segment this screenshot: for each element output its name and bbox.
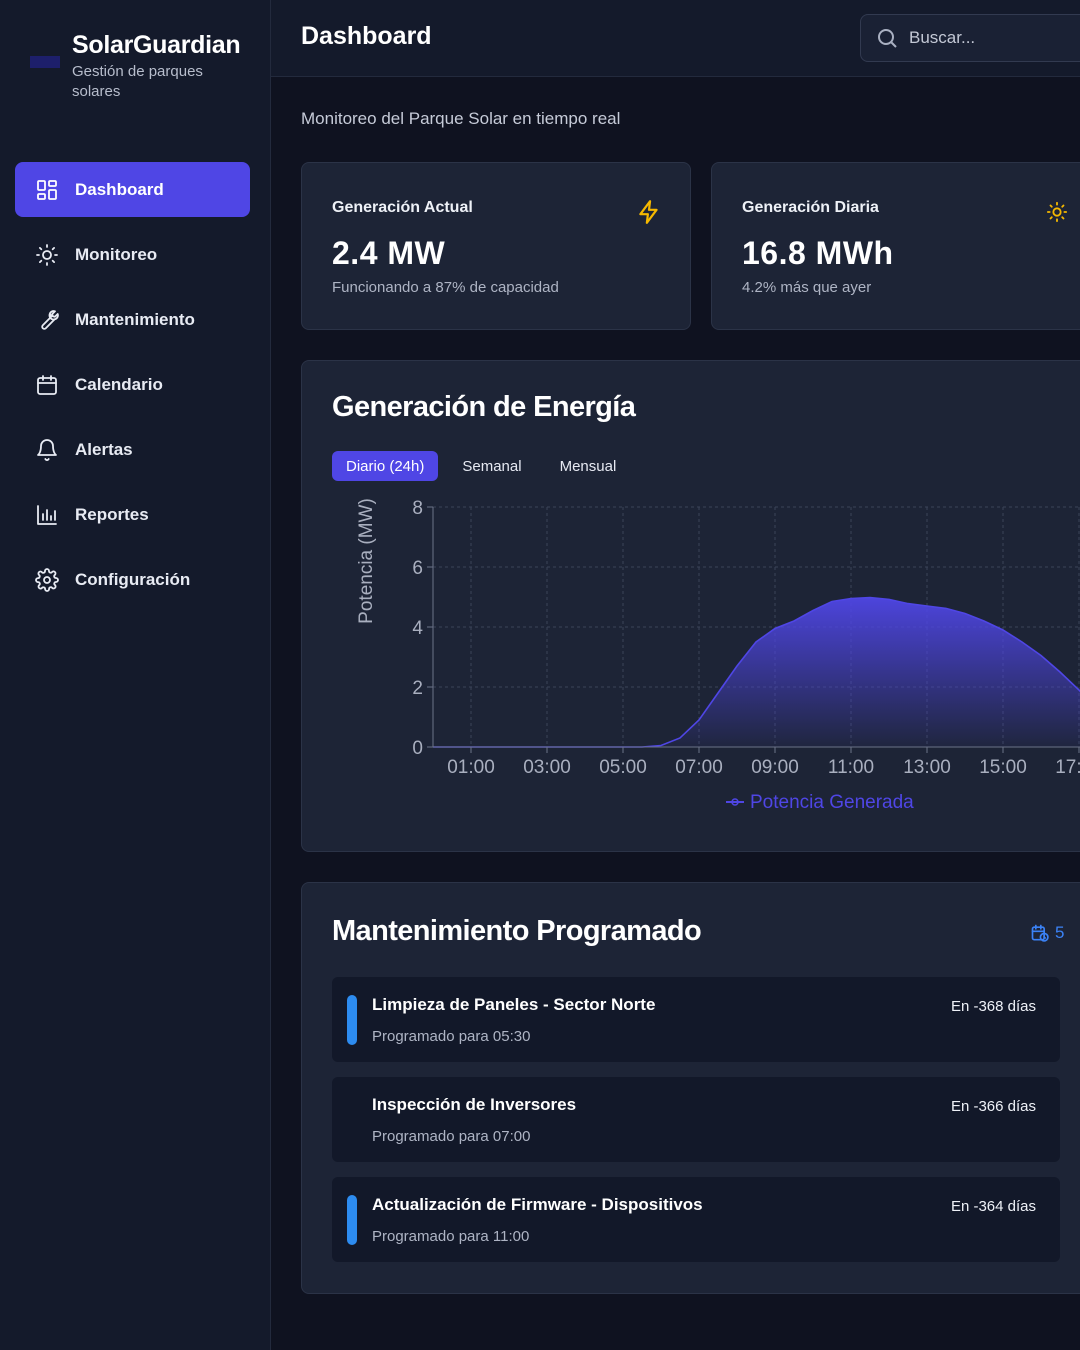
maintenance-card: Mantenimiento Programado 5 Limpieza de P… xyxy=(301,882,1080,1294)
stat-card-generacion-diaria: Generación Diaria 16.8 MWh 4.2% más que … xyxy=(711,162,1080,330)
energy-chart-card: Generación de Energía Diario (24h) Seman… xyxy=(301,360,1080,852)
sidebar-item-label: Reportes xyxy=(75,504,149,524)
tab-mensual[interactable]: Mensual xyxy=(559,457,617,475)
maintenance-count-badge[interactable]: 5 xyxy=(1030,923,1064,943)
gear-icon xyxy=(35,567,59,592)
y-tick-label: 8 xyxy=(412,498,423,519)
x-tick-label: 07:00 xyxy=(675,757,723,778)
calendar-clock-icon xyxy=(1031,924,1049,942)
sidebar-item-label: Alertas xyxy=(75,439,133,459)
sun-icon xyxy=(1046,201,1068,223)
top-header: Dashboard xyxy=(271,0,1080,77)
tab-diario[interactable]: Diario (24h) xyxy=(332,451,439,481)
sidebar-item-reportes[interactable]: Reportes xyxy=(15,487,250,542)
maintenance-item-schedule: Programado para 07:00 xyxy=(372,1128,531,1145)
search-box[interactable] xyxy=(860,14,1080,62)
sidebar-item-label: Calendario xyxy=(75,374,163,394)
area-fill xyxy=(433,597,1080,747)
period-tabs: Diario (24h) Semanal Mensual xyxy=(332,451,640,481)
x-tick-label: 03:00 xyxy=(523,757,571,778)
page-title: Dashboard xyxy=(301,22,432,50)
maintenance-item-schedule: Programado para 05:30 xyxy=(372,1028,531,1045)
y-tick-label: 6 xyxy=(412,558,423,579)
search-input[interactable] xyxy=(909,28,1080,48)
sidebar-nav: Dashboard Monitoreo Mantenimiento Calend… xyxy=(15,162,250,617)
maintenance-item[interactable]: Limpieza de Paneles - Sector Norte Progr… xyxy=(332,977,1060,1062)
energy-section-title: Generación de Energía xyxy=(332,391,636,423)
brand-subtitle: Gestión de parques solares xyxy=(72,63,203,100)
x-tick-label: 01:00 xyxy=(447,757,495,778)
sidebar: SolarGuardian Gestión de parques solares… xyxy=(0,0,271,1350)
sidebar-item-calendario[interactable]: Calendario xyxy=(15,357,250,412)
maintenance-item-due: En -366 días xyxy=(950,1098,1036,1115)
sidebar-item-mantenimiento[interactable]: Mantenimiento xyxy=(15,292,250,347)
search-icon xyxy=(878,29,897,48)
tab-semanal[interactable]: Semanal xyxy=(462,457,522,475)
maintenance-count: 5 xyxy=(1055,923,1065,942)
maintenance-section-title: Mantenimiento Programado xyxy=(332,915,702,947)
page-subtitle: Monitoreo del Parque Solar en tiempo rea… xyxy=(301,109,621,128)
sidebar-item-monitoreo[interactable]: Monitoreo xyxy=(15,227,250,282)
priority-marker xyxy=(347,995,357,1045)
sidebar-item-configuracion[interactable]: Configuración xyxy=(15,552,250,607)
sun-icon xyxy=(35,243,59,267)
maintenance-item-title: Actualización de Firmware - Dispositivos xyxy=(372,1195,703,1214)
x-tick-label: 11:00 xyxy=(828,757,874,778)
maintenance-item[interactable]: Actualización de Firmware - Dispositivos… xyxy=(332,1177,1060,1262)
stat-note: Funcionando a 87% de capacidad xyxy=(332,279,559,296)
legend-label: Potencia Generada xyxy=(750,792,914,811)
stat-value: 2.4 MW xyxy=(332,235,446,271)
legend-marker-icon xyxy=(731,798,739,806)
logo-icon xyxy=(30,56,60,68)
stat-card-generacion-actual: Generación Actual 2.4 MW Funcionando a 8… xyxy=(301,162,691,330)
sidebar-item-label: Mantenimiento xyxy=(75,309,195,329)
maintenance-item-due: En -364 días xyxy=(950,1198,1036,1215)
maintenance-item-schedule: Programado para 11:00 xyxy=(372,1228,530,1245)
sidebar-item-label: Dashboard xyxy=(75,179,164,199)
lightning-icon xyxy=(639,200,658,224)
y-tick-label: 2 xyxy=(412,678,423,699)
brand[interactable]: SolarGuardian Gestión de parques solares xyxy=(30,30,241,102)
calendar-icon xyxy=(35,373,59,397)
chart-legend[interactable]: Potencia Generada xyxy=(726,792,914,811)
maintenance-item-due: En -368 días xyxy=(950,998,1036,1015)
sidebar-item-dashboard[interactable]: Dashboard xyxy=(15,162,250,217)
priority-marker xyxy=(347,1195,357,1245)
x-tick-label: 05:00 xyxy=(599,757,647,778)
sidebar-item-label: Configuración xyxy=(75,569,191,589)
y-tick-label: 4 xyxy=(412,618,423,639)
stat-value: 16.8 MWh xyxy=(742,235,894,271)
wrench-icon xyxy=(35,308,59,332)
grid-icon xyxy=(35,178,59,202)
bell-icon xyxy=(35,438,59,462)
maintenance-item[interactable]: Inspección de Inversores Programado para… xyxy=(332,1077,1060,1162)
sidebar-item-label: Monitoreo xyxy=(75,244,158,264)
maintenance-item-title: Inspección de Inversores xyxy=(372,1095,577,1114)
energy-chart: 0 2 4 6 8 01:00 03:00 05:00 07:00 09:00 11:00 13:00… xyxy=(356,498,1080,811)
stat-title: Generación Diaria xyxy=(742,199,879,216)
maintenance-item-title: Limpieza de Paneles - Sector Norte xyxy=(372,995,656,1014)
stat-note: 4.2% más que ayer xyxy=(742,279,872,296)
bar-chart-icon xyxy=(35,503,59,527)
x-tick-label: 13:00 xyxy=(903,757,951,778)
y-axis-label: Potencia (MW) xyxy=(356,498,377,624)
x-tick-label: 15:00 xyxy=(979,757,1027,778)
x-tick-label: 17:00 xyxy=(1055,757,1080,778)
x-tick-label: 09:00 xyxy=(751,757,799,778)
stat-title: Generación Actual xyxy=(332,199,473,216)
sidebar-item-alertas[interactable]: Alertas xyxy=(15,422,250,477)
y-tick-label: 0 xyxy=(412,738,423,759)
brand-title: SolarGuardian xyxy=(72,31,241,59)
